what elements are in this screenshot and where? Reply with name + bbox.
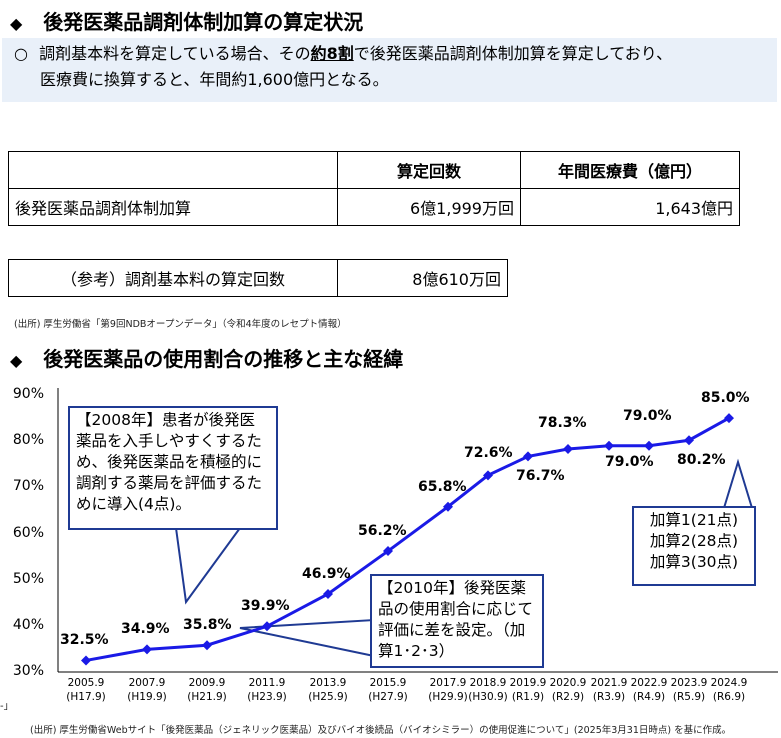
table-header-cost: 年間医療費（億円） xyxy=(520,151,740,189)
y-tick-label: 50% xyxy=(12,570,44,587)
summary-note-box xyxy=(2,38,777,102)
x-tick-label: 2013.9 (H25.9) xyxy=(308,677,348,703)
y-tick-label: 80% xyxy=(12,432,44,449)
x-tick-label: 2009.9 (H21.9) xyxy=(187,677,227,703)
data-point xyxy=(142,644,152,655)
data-point xyxy=(684,435,694,446)
data-point xyxy=(202,640,212,651)
calculation-table: 算定回数 年間医療費（億円） 後発医薬品調剤体制加算 6億1,999万回 1,6… xyxy=(8,151,740,226)
data-point xyxy=(604,440,614,451)
reference-value: 8億610万回 xyxy=(337,259,508,297)
x-tick-label: 2018.9 (H30.9) xyxy=(468,677,508,703)
summary-note-line2: 医療費に換算すると、年間約1,600億円となる。 xyxy=(40,70,389,89)
summary-note-line1: ○ 調剤基本料を算定している場合、その約8割で後発医薬品調剤体制加算を算定してお… xyxy=(14,42,672,66)
section2-title: 後発医薬品の使用割合の推移と主な経緯 xyxy=(43,347,404,371)
x-tick-label: 2015.9 (H27.9) xyxy=(368,677,408,703)
data-label: 56.2% xyxy=(358,523,407,540)
note-text-pre: 調剤基本料を算定している場合、その xyxy=(39,44,311,63)
source-note-1: (出所) 厚生労働省「第9回NDBオープンデータ」（令和4年度のレセプト情報） xyxy=(14,319,347,330)
circle-bullet-icon: ○ xyxy=(14,44,28,63)
y-tick-label: 40% xyxy=(12,616,44,633)
data-point xyxy=(323,588,333,599)
table-header-row: 算定回数 年間医療費（億円） xyxy=(8,151,740,189)
data-label: 76.7% xyxy=(516,468,565,485)
section1-heading: ◆ 後発医薬品調剤体制加算の算定状況 xyxy=(10,6,363,35)
section1-title: 後発医薬品調剤体制加算の算定状況 xyxy=(43,10,364,34)
data-label: 39.9% xyxy=(241,598,290,615)
data-point xyxy=(644,440,654,451)
diamond-bullet-icon: ◆ xyxy=(10,14,23,33)
callout-2024-line3: 加算3(30点) xyxy=(649,553,739,571)
table-header-count: 算定回数 xyxy=(337,151,521,189)
series-line xyxy=(85,416,730,662)
x-tick-label: 2024.9 (R6.9) xyxy=(710,677,748,703)
x-tick-label: 2020.9 (R2.9) xyxy=(549,677,587,703)
reference-label: （参考）調剤基本料の算定回数 xyxy=(8,259,338,297)
data-point xyxy=(724,413,734,424)
table-header-empty xyxy=(8,151,338,189)
data-point xyxy=(81,655,91,666)
data-label: 46.9% xyxy=(302,565,351,582)
data-point xyxy=(262,621,272,632)
data-label: 79.0% xyxy=(605,453,654,470)
data-label: 32.5% xyxy=(60,632,109,649)
table-row-cost: 1,643億円 xyxy=(520,188,740,226)
x-tick-label: 2017.9 (H29.9) xyxy=(428,677,468,703)
x-tick-label: 2005.9 (H17.9) xyxy=(66,677,106,703)
y-tick-label: 70% xyxy=(12,478,44,495)
x-tick-label: 2011.9 (H23.9) xyxy=(247,677,287,703)
reference-table: （参考）調剤基本料の算定回数 8億610万回 xyxy=(8,259,508,297)
table-row-label: 後発医薬品調剤体制加算 xyxy=(8,188,338,226)
data-point xyxy=(523,451,533,462)
data-point xyxy=(563,444,573,455)
x-tick-label: 2021.9 (R3.9) xyxy=(590,677,628,703)
callout-2010: 【2010年】後発医薬品の使用割合に応じて評価に差を設定。（加算1･2･3） xyxy=(370,574,544,668)
x-tick-label: 2019.9 (R1.9) xyxy=(509,677,547,703)
callout-2010-pointer xyxy=(239,618,375,658)
data-label: 80.2% xyxy=(677,452,726,469)
data-label: 72.6% xyxy=(464,445,513,462)
y-tick-label: 90% xyxy=(12,386,44,402)
section2-heading: ◆ 後発医薬品の使用割合の推移と主な経緯 xyxy=(10,343,403,372)
data-point xyxy=(483,470,493,481)
note-text-bold: 約8割 xyxy=(310,44,354,63)
left-edge-mark: -」 xyxy=(0,701,14,712)
callout-2008: 【2008年】患者が後発医薬品を入手しやすくするため、後発医薬品を積極的に調剤す… xyxy=(68,406,278,530)
x-tick-label: 2022.9 (R4.9) xyxy=(630,677,668,703)
table-row: 後発医薬品調剤体制加算 6億1,999万回 1,643億円 xyxy=(8,188,740,226)
data-point xyxy=(443,501,453,512)
note-text-post: で後発医薬品調剤体制加算を算定しており、 xyxy=(353,44,673,63)
source-note-2: (出所) 厚生労働省Webサイト「後発医薬品（ジェネリック医薬品）及びバイオ後続… xyxy=(30,725,732,736)
data-label: 85.0% xyxy=(701,390,750,407)
callout-2024-line1: 加算1(21点) xyxy=(649,511,739,529)
y-tick-label: 60% xyxy=(12,524,44,541)
x-tick-label: 2023.9 (R5.9) xyxy=(670,677,708,703)
data-label: 78.3% xyxy=(538,415,587,431)
data-label: 35.8% xyxy=(183,617,232,634)
callout-2024-line2: 加算2(28点) xyxy=(649,532,739,550)
callout-2024-pointer xyxy=(722,458,754,509)
table-row: （参考）調剤基本料の算定回数 8億610万回 xyxy=(8,259,508,297)
diamond-bullet-icon: ◆ xyxy=(10,351,23,370)
data-label: 34.9% xyxy=(121,621,170,638)
callout-2024: 加算1(21点) 加算2(28点) 加算3(30点) xyxy=(632,506,756,586)
callout-2008-pointer xyxy=(174,527,242,605)
data-label: 79.0% xyxy=(623,407,672,424)
x-tick-label: 2007.9 (H19.9) xyxy=(127,677,167,703)
data-point xyxy=(383,546,393,557)
y-tick-label: 30% xyxy=(12,663,44,679)
data-label: 65.8% xyxy=(418,478,467,495)
